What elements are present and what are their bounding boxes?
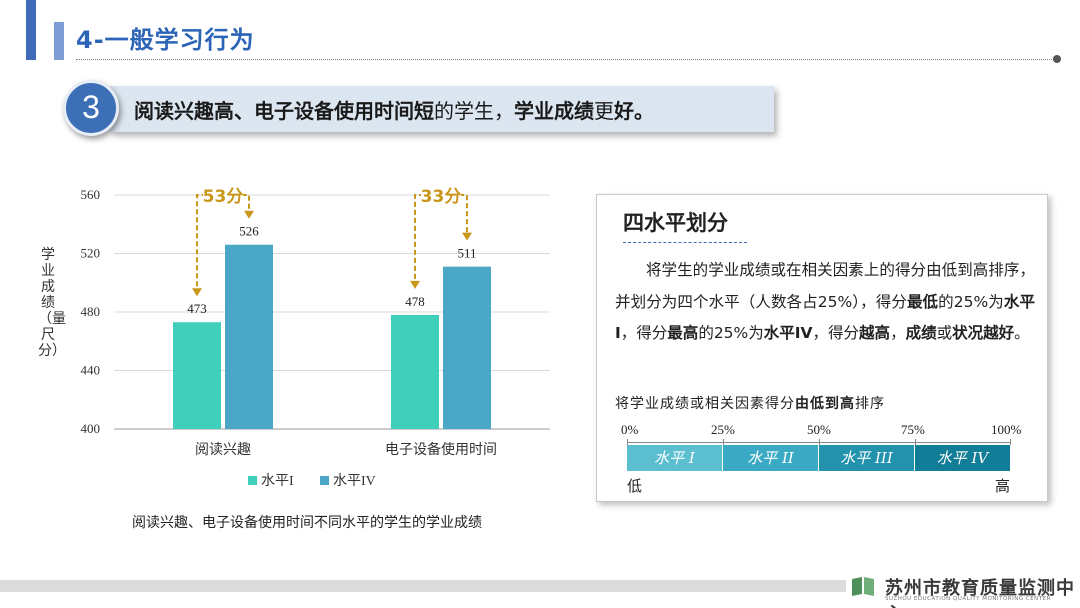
ranking-sub-bold: 由低到高 — [795, 396, 855, 412]
bar — [443, 266, 491, 429]
arrow-down-icon — [410, 280, 420, 289]
y-tick-label: 480 — [81, 304, 101, 319]
header-divider — [76, 59, 1056, 60]
key-point-number-badge: 3 — [63, 80, 119, 136]
percent-tick — [819, 439, 820, 445]
desc-bold-highest: 最高 — [667, 324, 699, 342]
difference-label-bg — [203, 183, 243, 205]
four-levels-info-box: 四水平划分 将学生的学业成绩或在相关因素上的得分由低到高排序，并划分为四个水平（… — [596, 194, 1048, 502]
difference-label-bg — [421, 183, 461, 205]
desc-text-3: ，得分 — [620, 324, 668, 342]
bar-value-label: 478 — [405, 294, 425, 309]
percent-label-75: 75% — [901, 422, 925, 437]
desc-bold-score: 成绩 — [905, 324, 937, 342]
desc-text-7: 或 — [936, 324, 953, 342]
y-tick-label: 400 — [81, 421, 101, 436]
percent-tick — [1010, 439, 1011, 445]
difference-label: 33分 — [421, 187, 462, 207]
ranking-subtitle: 将学业成绩或相关因素得分由低到高排序 — [615, 393, 885, 413]
book-logo-icon — [852, 577, 874, 596]
bar-value-label: 511 — [457, 246, 476, 261]
desc-bold-level-4: 水平IV — [763, 324, 813, 342]
level-3-segment: 水平 III — [819, 445, 915, 471]
arrow-down-icon — [192, 288, 202, 297]
percent-label-50: 50% — [807, 422, 831, 437]
percent-tick — [627, 439, 628, 445]
desc-text-8: 。 — [1014, 324, 1030, 342]
low-label: 低 — [627, 477, 643, 495]
header-accent-bar-secondary — [54, 22, 64, 60]
bar-value-label: 526 — [239, 224, 259, 239]
difference-bracket — [196, 194, 250, 295]
key-point-text-3: 更 — [594, 99, 614, 123]
bar — [391, 314, 439, 429]
arrow-down-icon — [462, 232, 472, 241]
desc-bold-level-1: 水平I — [615, 292, 1035, 343]
key-point-bold-2: 学业成绩 — [514, 99, 594, 123]
y-tick-label: 520 — [81, 246, 101, 261]
desc-bold-lowest: 最低 — [906, 292, 939, 311]
arrow-down-icon — [244, 210, 254, 219]
footer-organization-name: 苏州市教育质量监测中心 — [885, 578, 1075, 608]
footer-organization-english: SUZHOU EDUCATION QUALITY MONITORING CENT… — [885, 596, 1051, 602]
info-box-title-underline — [623, 242, 747, 243]
ranking-sub-text-2: 排序 — [855, 396, 885, 412]
info-box-title: 四水平划分 — [623, 211, 728, 235]
desc-text-1: 将学生的学业成绩或在相关因素上的得分由低到高排序，并划分为四个水平（人数各占25… — [615, 261, 1035, 311]
header-accent-bar — [26, 0, 36, 60]
desc-text-2: 的25%为 — [938, 292, 1004, 311]
y-tick-label: 440 — [81, 363, 101, 378]
desc-text-4: 的25%为 — [698, 324, 764, 342]
header-divider-dot — [1053, 55, 1061, 63]
key-point-text: 阅读兴趣高、电子设备使用时间短的学生，学业成绩更好。 — [134, 95, 654, 124]
bar-chart: 400 440 480 520 560 473 526 阅读兴趣 53分 478 511 电子设备使用… — [81, 183, 550, 489]
legend-label: 水平I — [261, 473, 294, 489]
y-tick-label: 560 — [81, 187, 101, 202]
difference-label: 53分 — [203, 187, 244, 207]
percent-label-100: 100% — [991, 422, 1022, 437]
page-title: 4-一般学习行为 — [76, 26, 255, 54]
desc-text-5: ，得分 — [812, 324, 860, 342]
chart-caption: 阅读兴趣、电子设备使用时间不同水平的学生的学业成绩 — [132, 515, 482, 531]
x-tick-label: 阅读兴趣 — [195, 441, 251, 458]
desc-text-6: ， — [890, 324, 906, 342]
bar — [173, 322, 221, 429]
percent-tick — [915, 439, 916, 445]
desc-bold-higher: 越高 — [859, 324, 891, 342]
bar-value-label: 473 — [187, 301, 207, 316]
chart-y-axis-label: 学业成绩（量尺分） — [38, 247, 66, 359]
key-point-banner: 阅读兴趣高、电子设备使用时间短的学生，学业成绩更好。 — [110, 86, 774, 132]
key-point-text-2: 的学生， — [434, 99, 514, 123]
percent-label-25: 25% — [711, 422, 735, 437]
level-1-segment: 水平 I — [627, 445, 723, 471]
ranking-sub-text-1: 将学业成绩或相关因素得分 — [615, 396, 795, 412]
footer-bar — [0, 580, 846, 592]
legend-swatch — [320, 476, 329, 485]
x-tick-label: 电子设备使用时间 — [385, 441, 497, 458]
level-4-segment: 水平 IV — [915, 445, 1011, 471]
legend-swatch — [248, 476, 257, 485]
key-point-bold-1: 阅读兴趣高、电子设备使用时间短 — [134, 99, 434, 123]
desc-bold-better: 状况越好 — [952, 324, 1015, 342]
level-2-segment: 水平 II — [723, 445, 819, 471]
bar — [225, 244, 273, 429]
percent-label-0: 0% — [621, 422, 639, 437]
high-label: 高 — [995, 477, 1011, 495]
legend-label: 水平IV — [333, 473, 376, 489]
info-box-description: 将学生的学业成绩或在相关因素上的得分由低到高排序，并划分为四个水平（人数各占25… — [615, 255, 1035, 350]
percent-tick — [723, 439, 724, 445]
key-point-bold-3: 好。 — [614, 99, 654, 123]
